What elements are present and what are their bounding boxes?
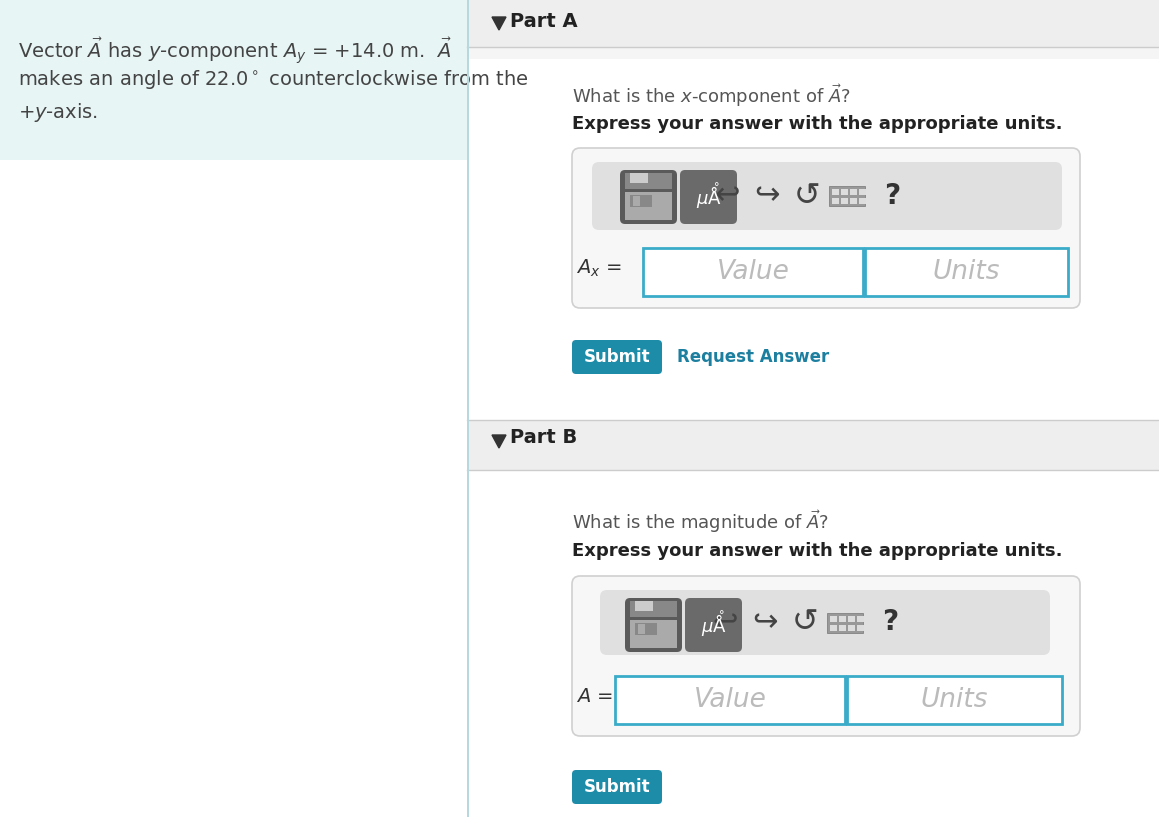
Bar (467, 420, 1159, 470)
Bar (839, 624, 846, 631)
Bar (839, 615, 846, 622)
Text: Units: Units (920, 687, 989, 713)
Bar (467, 0, 1159, 817)
FancyBboxPatch shape (600, 590, 1050, 655)
Bar (830, 624, 837, 631)
Bar (643, 248, 863, 296)
Text: °: ° (719, 610, 724, 620)
Text: Submit: Submit (584, 348, 650, 366)
Text: What is the $x$-component of $\vec{A}$?: What is the $x$-component of $\vec{A}$? (573, 82, 851, 109)
Text: $A$ =: $A$ = (576, 686, 613, 706)
Bar (630, 173, 648, 183)
Text: Express your answer with the appropriate units.: Express your answer with the appropriate… (573, 542, 1063, 560)
FancyBboxPatch shape (573, 340, 662, 374)
Bar (830, 615, 837, 622)
Text: Units: Units (933, 259, 1000, 285)
Text: $\mu$Å: $\mu$Å (700, 612, 727, 638)
FancyBboxPatch shape (592, 162, 1062, 230)
Bar (828, 613, 863, 632)
Bar (850, 189, 857, 195)
Bar (0, 0, 467, 160)
Bar (467, 47, 1159, 59)
FancyBboxPatch shape (573, 576, 1080, 736)
Text: Vector $\vec{A}$ has $y$-component $A_y$ = +14.0 m.  $\vec{A}$: Vector $\vec{A}$ has $y$-component $A_y$… (19, 35, 452, 65)
Bar (847, 676, 1062, 724)
Bar (848, 624, 855, 631)
Bar (832, 189, 839, 195)
Bar (857, 615, 863, 622)
Text: ↩: ↩ (714, 181, 739, 211)
Text: ↺: ↺ (794, 181, 821, 212)
Bar (859, 198, 866, 204)
Text: Part B: Part B (510, 428, 577, 447)
FancyBboxPatch shape (685, 598, 742, 652)
Bar (625, 173, 672, 189)
Bar (467, 0, 1159, 47)
FancyBboxPatch shape (680, 170, 737, 224)
Bar (848, 615, 855, 622)
Text: ?: ? (882, 609, 898, 636)
Bar (633, 196, 640, 206)
FancyBboxPatch shape (625, 598, 681, 652)
Text: Part A: Part A (510, 12, 577, 31)
Text: Submit: Submit (584, 778, 650, 796)
Bar (467, 0, 469, 817)
Text: +$y$-axis.: +$y$-axis. (19, 101, 99, 124)
Bar (829, 186, 865, 206)
Bar (865, 248, 1067, 296)
Text: Express your answer with the appropriate units.: Express your answer with the appropriate… (573, 115, 1063, 133)
FancyBboxPatch shape (620, 170, 677, 224)
Text: ↩: ↩ (713, 608, 738, 637)
Bar (630, 195, 653, 207)
Polygon shape (493, 17, 506, 30)
Bar (630, 601, 677, 617)
Text: ?: ? (884, 182, 901, 210)
Text: What is the magnitude of $\vec{A}$?: What is the magnitude of $\vec{A}$? (573, 508, 829, 535)
Text: ↺: ↺ (792, 607, 818, 638)
Bar (832, 198, 839, 204)
Bar (615, 676, 845, 724)
Bar (841, 198, 848, 204)
Polygon shape (493, 435, 506, 448)
Bar (859, 189, 866, 195)
Bar (635, 601, 653, 611)
Bar (857, 624, 863, 631)
Bar (625, 192, 672, 220)
Bar (637, 624, 646, 634)
Text: °: ° (714, 182, 720, 192)
Text: Value: Value (716, 259, 789, 285)
Text: Value: Value (693, 687, 766, 713)
Text: ↪: ↪ (752, 608, 778, 637)
Text: $A_x$ =: $A_x$ = (576, 257, 621, 279)
Text: $\mu$Å: $\mu$Å (695, 184, 721, 210)
Text: ↪: ↪ (755, 181, 780, 211)
FancyBboxPatch shape (573, 770, 662, 804)
Bar (841, 189, 848, 195)
Bar (850, 198, 857, 204)
FancyBboxPatch shape (573, 148, 1080, 308)
Bar (635, 623, 657, 635)
Text: makes an angle of 22.0$^\circ$ counterclockwise from the: makes an angle of 22.0$^\circ$ countercl… (19, 68, 529, 91)
Text: Request Answer: Request Answer (677, 348, 829, 366)
Bar (630, 620, 677, 648)
